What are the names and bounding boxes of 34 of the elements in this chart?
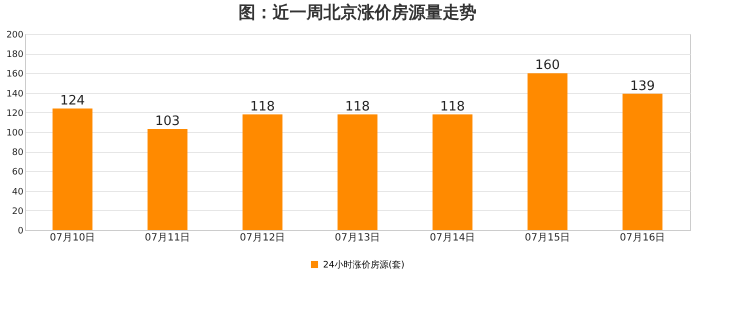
y-tick-label: 60 bbox=[12, 168, 24, 178]
data-label: 118 bbox=[345, 99, 370, 114]
bar bbox=[528, 73, 568, 230]
bar bbox=[52, 108, 92, 230]
bar bbox=[432, 114, 472, 230]
y-tick-label: 20 bbox=[12, 206, 24, 217]
y-tick-label: 160 bbox=[6, 70, 24, 80]
bar bbox=[622, 94, 662, 230]
legend-label: 24小时涨价房源(套) bbox=[323, 260, 404, 270]
data-label: 139 bbox=[630, 78, 655, 94]
bar bbox=[148, 129, 188, 230]
x-tick-label: 07月16日 bbox=[620, 232, 666, 244]
y-tick-label: 40 bbox=[12, 187, 24, 198]
x-tick-label: 07月13日 bbox=[334, 232, 380, 244]
y-tick-label: 140 bbox=[6, 89, 24, 100]
data-label: 124 bbox=[60, 93, 85, 108]
x-tick-label: 07月10日 bbox=[50, 232, 96, 244]
x-tick-label: 07月11日 bbox=[144, 232, 190, 244]
x-tick-label: 07月15日 bbox=[524, 232, 570, 244]
x-tick-label: 07月14日 bbox=[430, 232, 476, 244]
y-tick-label: 180 bbox=[6, 50, 24, 60]
data-label: 160 bbox=[535, 58, 560, 74]
data-label: 118 bbox=[250, 99, 275, 114]
x-tick-label: 07月12日 bbox=[240, 232, 286, 244]
y-tick-label: 0 bbox=[18, 226, 24, 236]
y-tick-label: 120 bbox=[6, 108, 24, 119]
y-tick-label: 200 bbox=[6, 30, 24, 40]
chart-title: 图：近一周北京涨价房源量走势 bbox=[238, 3, 476, 23]
data-label: 103 bbox=[155, 114, 180, 130]
bar bbox=[242, 114, 282, 230]
bar bbox=[338, 114, 378, 230]
data-label: 118 bbox=[440, 99, 465, 114]
y-tick-label: 80 bbox=[12, 148, 24, 158]
y-tick-label: 100 bbox=[6, 128, 24, 138]
